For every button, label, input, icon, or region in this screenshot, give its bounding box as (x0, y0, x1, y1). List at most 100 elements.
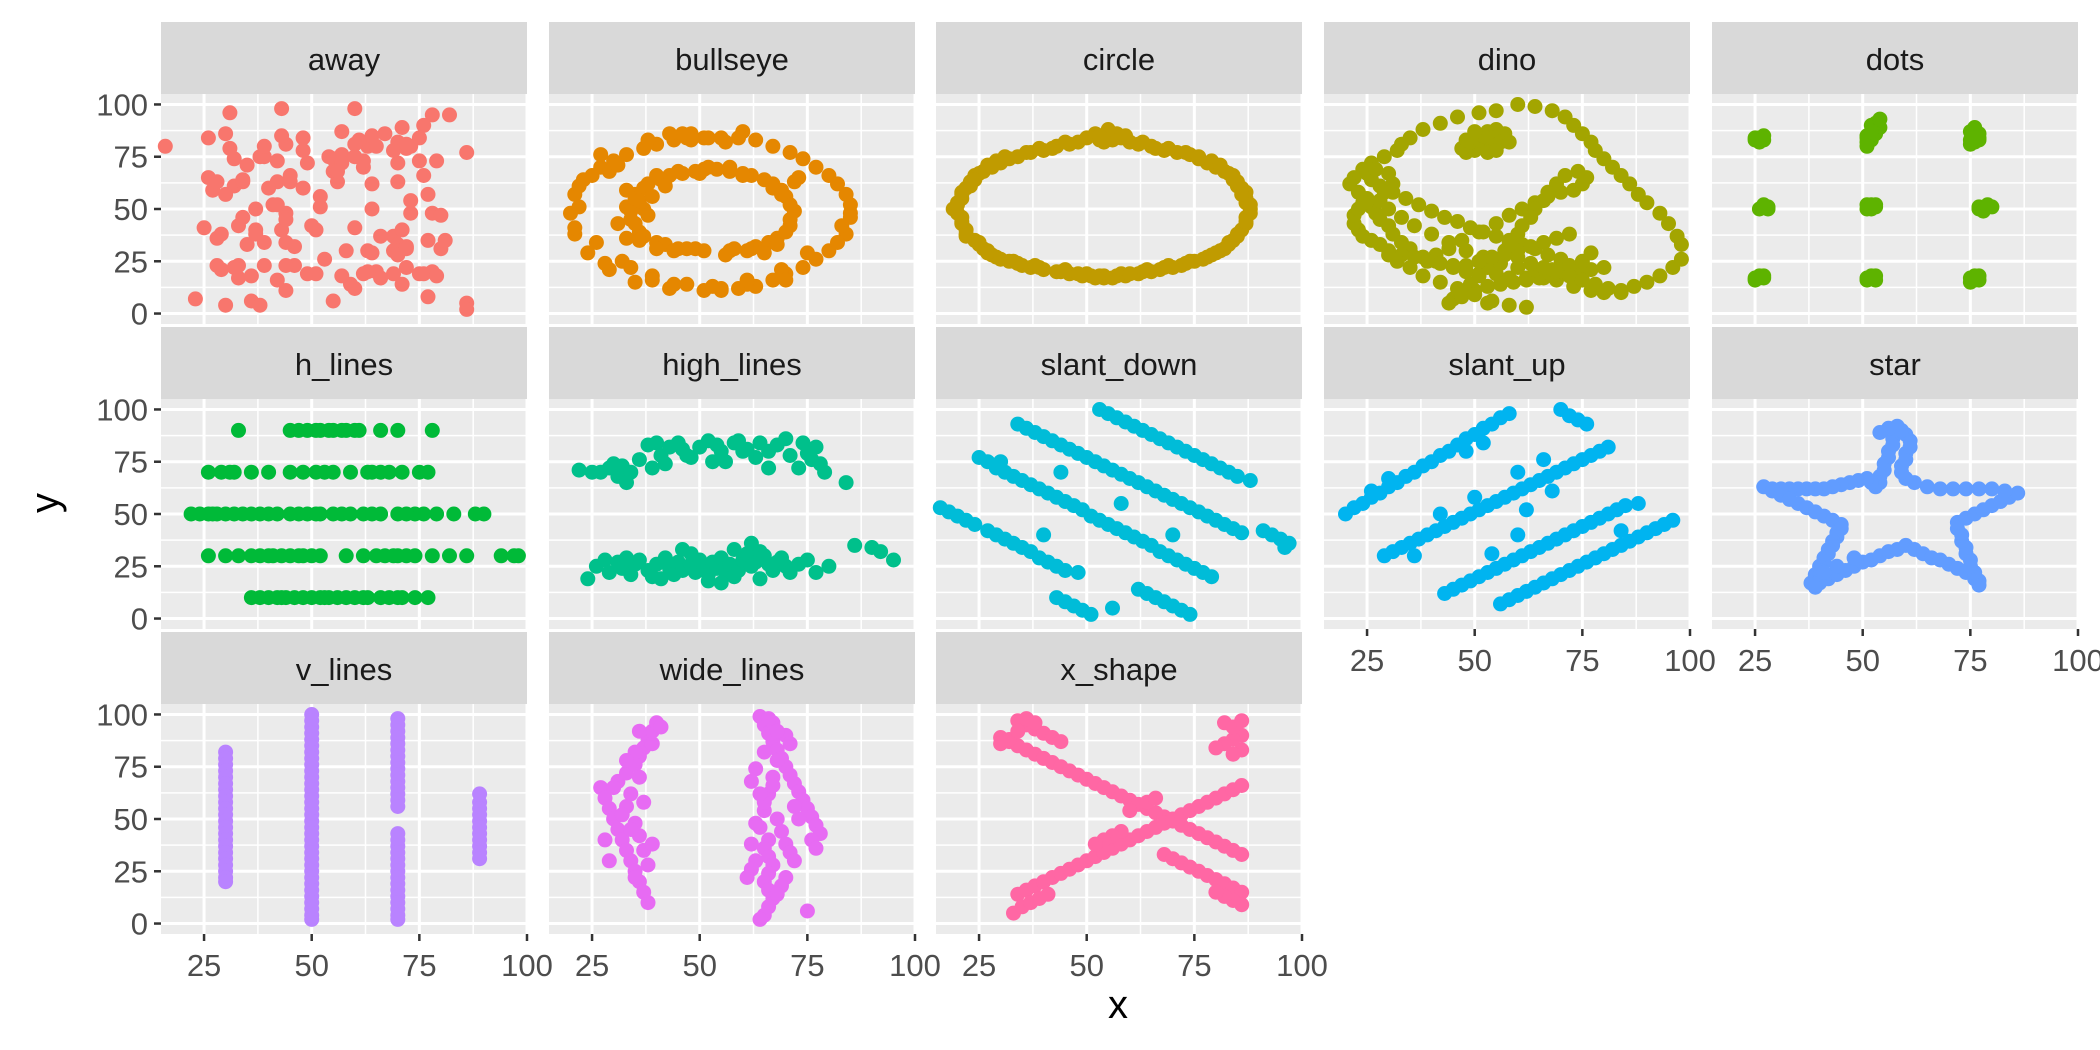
data-point (1600, 439, 1616, 455)
data-point (1381, 201, 1397, 217)
data-point (1182, 606, 1198, 622)
data-point (1570, 163, 1586, 179)
y-tick-label: 75 (114, 140, 148, 175)
data-point (248, 201, 264, 217)
y-tick-label: 25 (114, 549, 148, 584)
data-point (403, 205, 419, 221)
data-point (1945, 481, 1961, 497)
x-tick-label: 75 (402, 948, 436, 983)
facet-strip-label: wide_lines (659, 652, 805, 687)
data-point (1204, 569, 1220, 585)
data-point (218, 548, 234, 564)
data-point (330, 163, 345, 179)
data-point (1501, 297, 1517, 313)
data-point (886, 552, 901, 568)
data-point (666, 276, 682, 292)
data-point (1044, 140, 1060, 156)
data-point (567, 220, 583, 236)
data-point (424, 548, 440, 564)
data-point (355, 266, 371, 282)
data-point (1501, 232, 1517, 248)
data-point (1958, 481, 1974, 497)
data-point (631, 552, 647, 568)
x-tick-label: 100 (889, 948, 941, 983)
facet-panel-high_lines: high_lines (549, 327, 917, 629)
data-point (743, 535, 759, 551)
data-point (1536, 260, 1552, 275)
data-point (623, 203, 639, 219)
data-point (997, 149, 1013, 165)
data-point (1398, 191, 1414, 206)
data-point (700, 130, 716, 146)
data-point (808, 840, 824, 856)
data-point (769, 886, 785, 902)
x-tick-label: 25 (187, 948, 221, 983)
data-point (343, 506, 358, 522)
data-point (308, 422, 324, 438)
data-point (666, 243, 682, 259)
data-point (209, 230, 225, 246)
data-point (476, 506, 492, 522)
data-point (1225, 172, 1241, 188)
data-point (1036, 527, 1052, 543)
data-point (597, 552, 613, 568)
x-tick-label: 100 (1276, 948, 1328, 983)
data-point (1182, 253, 1198, 269)
data-point (627, 870, 643, 885)
data-point (390, 422, 406, 438)
data-point (347, 101, 363, 117)
data-point (295, 130, 311, 146)
data-point (261, 464, 277, 480)
data-point (312, 199, 328, 215)
data-point (601, 565, 617, 580)
data-point (398, 136, 414, 152)
facet-strip (1712, 327, 2078, 399)
data-point (808, 159, 824, 175)
data-point (705, 454, 721, 470)
data-point (631, 452, 647, 468)
data-point (1673, 237, 1689, 252)
data-point (739, 272, 755, 288)
data-point (459, 145, 475, 160)
facet-strip (936, 327, 1302, 399)
facet-strip (549, 22, 915, 94)
data-point (261, 180, 277, 196)
data-point (226, 260, 242, 275)
data-point (778, 272, 794, 288)
data-point (1234, 525, 1250, 541)
data-point (786, 853, 802, 869)
data-point (971, 235, 987, 250)
data-point (1527, 99, 1543, 114)
data-point (1234, 713, 1250, 729)
data-point (1057, 262, 1073, 278)
data-point (838, 475, 854, 491)
data-point (1113, 496, 1129, 511)
data-point (321, 422, 337, 438)
data-point (644, 189, 660, 204)
facet-strip-label: slant_down (1041, 347, 1198, 382)
data-point (649, 435, 665, 451)
data-point (627, 216, 643, 232)
facet-panel-wide_lines: wide_lines 25 50 75 100 (549, 632, 941, 983)
data-point (1018, 145, 1034, 160)
data-point (373, 270, 389, 286)
data-point (1510, 260, 1526, 275)
facet-panel-bullseye: bullseye (549, 22, 917, 324)
data-point (1122, 803, 1138, 819)
facet-strip (1324, 327, 1690, 399)
data-point (390, 911, 406, 927)
data-point (967, 517, 983, 532)
data-point (394, 222, 410, 238)
data-point (493, 548, 509, 564)
data-point (1432, 115, 1448, 131)
data-point (282, 174, 298, 190)
data-point (390, 174, 406, 190)
data-point (1458, 243, 1474, 259)
data-point (299, 155, 315, 171)
data-point (821, 558, 837, 574)
data-point (653, 719, 669, 735)
data-point (1501, 207, 1517, 223)
data-point (231, 218, 246, 234)
data-point (360, 590, 376, 606)
